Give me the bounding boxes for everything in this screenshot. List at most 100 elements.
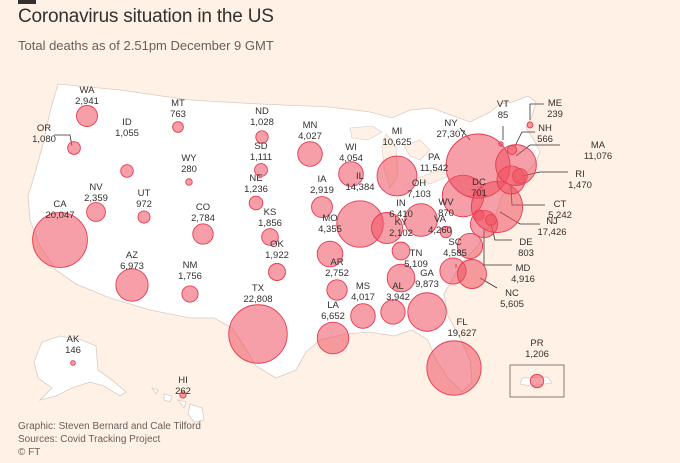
bubble-ky[interactable] xyxy=(391,241,411,261)
bubble-ia[interactable] xyxy=(311,196,333,218)
bubble-mt[interactable] xyxy=(172,121,184,133)
deaths-label-mt: 763 xyxy=(170,109,186,120)
state-abbr-az: AZ xyxy=(126,250,138,261)
bubble-nd[interactable] xyxy=(255,130,269,144)
bubble-nv[interactable] xyxy=(86,202,106,222)
bubble-me[interactable] xyxy=(526,121,534,129)
state-abbr-nv: NV xyxy=(89,182,103,193)
leader-line-md xyxy=(483,228,512,266)
bubble-ne[interactable] xyxy=(248,195,264,211)
bubble-ga[interactable] xyxy=(407,292,447,332)
bubble-va[interactable] xyxy=(456,232,484,260)
leader-line-me xyxy=(529,103,544,120)
bubble-mo[interactable] xyxy=(316,240,344,268)
bubble-ok[interactable] xyxy=(268,263,286,281)
deaths-label-nd: 1,028 xyxy=(250,117,274,128)
bubble-in[interactable] xyxy=(371,212,403,244)
deaths-label-ia: 2,919 xyxy=(310,185,334,196)
deaths-label-oh: 7,103 xyxy=(407,189,431,200)
bubble-sd[interactable] xyxy=(254,163,268,177)
state-abbr-al: AL xyxy=(392,281,404,292)
bubble-ut[interactable] xyxy=(137,210,151,224)
bubble-co[interactable] xyxy=(192,223,214,245)
bubble-oh[interactable] xyxy=(404,203,438,237)
state-abbr-ne: NE xyxy=(249,173,262,184)
state-abbr-nh: NH xyxy=(538,123,552,134)
state-abbr-mt: MT xyxy=(171,98,185,109)
bubble-wa[interactable] xyxy=(76,105,98,127)
deaths-label-pr: 1,206 xyxy=(525,349,549,360)
deaths-label-il: 14,384 xyxy=(345,182,374,193)
bubble-wy[interactable] xyxy=(185,178,193,186)
state-abbr-co: CO xyxy=(196,202,210,213)
state-abbr-vt: VT xyxy=(497,99,509,110)
footer-copyright: © FT xyxy=(18,447,41,458)
bubble-tn[interactable] xyxy=(386,263,416,293)
deaths-label-nc: 5,605 xyxy=(500,299,524,310)
bubble-la[interactable] xyxy=(316,321,350,355)
bubble-wi[interactable] xyxy=(338,161,364,187)
deaths-label-mo: 4,355 xyxy=(318,224,342,235)
bubble-wv[interactable] xyxy=(439,225,453,239)
bubble-hi[interactable] xyxy=(179,391,187,399)
deaths-label-mn: 4,027 xyxy=(298,131,322,142)
state-abbr-md: MD xyxy=(516,263,531,274)
state-abbr-ma: MA xyxy=(591,140,606,151)
state-abbr-ia: IA xyxy=(318,174,328,185)
bubble-pr[interactable] xyxy=(529,373,545,389)
deaths-label-pa: 11,542 xyxy=(420,163,448,174)
bubble-ak[interactable] xyxy=(70,360,76,366)
state-abbr-ut: UT xyxy=(138,188,151,199)
state-abbr-nc: NC xyxy=(505,288,519,299)
state-abbr-fl: FL xyxy=(456,317,467,328)
hawaii-shape xyxy=(151,387,205,423)
bubble-mn[interactable] xyxy=(297,141,323,167)
bubble-mi[interactable] xyxy=(376,155,418,197)
puerto-rico-inset-frame xyxy=(509,364,565,398)
state-abbr-nm: NM xyxy=(183,260,198,271)
deaths-label-ny: 27,307 xyxy=(436,129,465,140)
deaths-label-al: 3,942 xyxy=(386,292,410,303)
state-abbr-il: IL xyxy=(356,171,364,182)
state-abbr-mn: MN xyxy=(303,120,318,131)
bubble-layer xyxy=(32,105,545,399)
deaths-label-hi: 262 xyxy=(175,386,191,397)
deaths-label-nm: 1,756 xyxy=(178,271,202,282)
bubble-id[interactable] xyxy=(120,164,134,178)
bubble-nc[interactable] xyxy=(457,259,487,289)
state-abbr-ga: GA xyxy=(420,268,434,279)
alaska-shape xyxy=(33,335,127,401)
deaths-label-co: 2,784 xyxy=(191,213,215,224)
deaths-label-ne: 1,236 xyxy=(244,184,268,195)
bubble-ca[interactable] xyxy=(32,212,88,268)
state-abbr-me: ME xyxy=(548,98,562,109)
state-abbr-wv: WV xyxy=(438,197,454,208)
deaths-label-sd: 1,111 xyxy=(250,152,272,163)
state-abbr-ca: CA xyxy=(53,199,67,210)
bubble-vt[interactable] xyxy=(498,141,504,147)
deaths-label-md: 4,916 xyxy=(511,274,535,285)
state-abbr-wa: WA xyxy=(80,85,96,96)
state-abbr-ky: KY xyxy=(395,217,408,228)
deaths-label-wi: 4,054 xyxy=(339,153,363,164)
deaths-label-id: 1,055 xyxy=(115,128,139,139)
bubble-ma[interactable] xyxy=(495,144,537,186)
state-abbr-tx: TX xyxy=(252,283,265,294)
bubble-ks[interactable] xyxy=(261,228,279,246)
state-abbr-in: IN xyxy=(396,198,406,209)
bubble-nh[interactable] xyxy=(506,144,518,156)
bubble-az[interactable] xyxy=(115,268,149,302)
bubble-al[interactable] xyxy=(380,299,406,325)
bubble-nm[interactable] xyxy=(181,285,199,303)
bubble-ar[interactable] xyxy=(326,279,348,301)
deaths-label-ak: 146 xyxy=(65,345,81,356)
deaths-label-ct: 5,242 xyxy=(548,210,572,221)
bubble-or[interactable] xyxy=(67,141,81,155)
deaths-label-wy: 280 xyxy=(181,164,197,175)
bubble-tx[interactable] xyxy=(228,304,288,364)
deaths-label-ks: 1,856 xyxy=(258,218,282,229)
deaths-label-fl: 19,627 xyxy=(447,328,476,339)
bubble-ms[interactable] xyxy=(350,303,376,329)
deaths-label-in: 6,410 xyxy=(389,209,413,220)
bubble-fl[interactable] xyxy=(426,340,482,396)
